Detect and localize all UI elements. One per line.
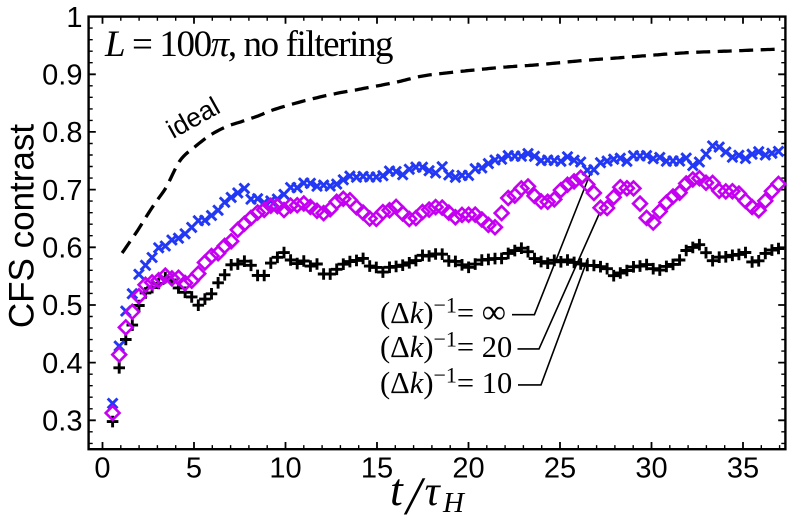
svg-text:25: 25 — [544, 453, 576, 485]
svg-text:0: 0 — [94, 453, 110, 485]
svg-text:20: 20 — [452, 453, 484, 485]
svg-text:10: 10 — [269, 453, 301, 485]
svg-text:0.3: 0.3 — [42, 406, 82, 438]
svg-text:35: 35 — [727, 453, 759, 485]
svg-text:(Δk)−1= 20: (Δk)−1= 20 — [380, 327, 512, 365]
svg-text:(Δk)−1= ∞: (Δk)−1= ∞ — [380, 293, 506, 332]
svg-text:0.6: 0.6 — [42, 233, 82, 265]
svg-text:5: 5 — [186, 453, 202, 485]
svg-text:CFS contrast: CFS contrast — [3, 124, 42, 328]
svg-text:L = 100π, no filtering: L = 100π, no filtering — [104, 24, 393, 65]
svg-text:0.8: 0.8 — [42, 117, 82, 149]
svg-text:0.9: 0.9 — [42, 60, 82, 92]
svg-text:15: 15 — [361, 453, 393, 485]
svg-text:1: 1 — [66, 2, 82, 34]
svg-text:0.5: 0.5 — [42, 290, 82, 322]
svg-text:(Δk)−1= 10: (Δk)−1= 10 — [380, 363, 512, 401]
svg-text:0.4: 0.4 — [42, 348, 82, 380]
svg-text:t/τH: t/τH — [390, 464, 466, 520]
svg-text:30: 30 — [635, 453, 667, 485]
svg-text:0.7: 0.7 — [42, 175, 82, 207]
